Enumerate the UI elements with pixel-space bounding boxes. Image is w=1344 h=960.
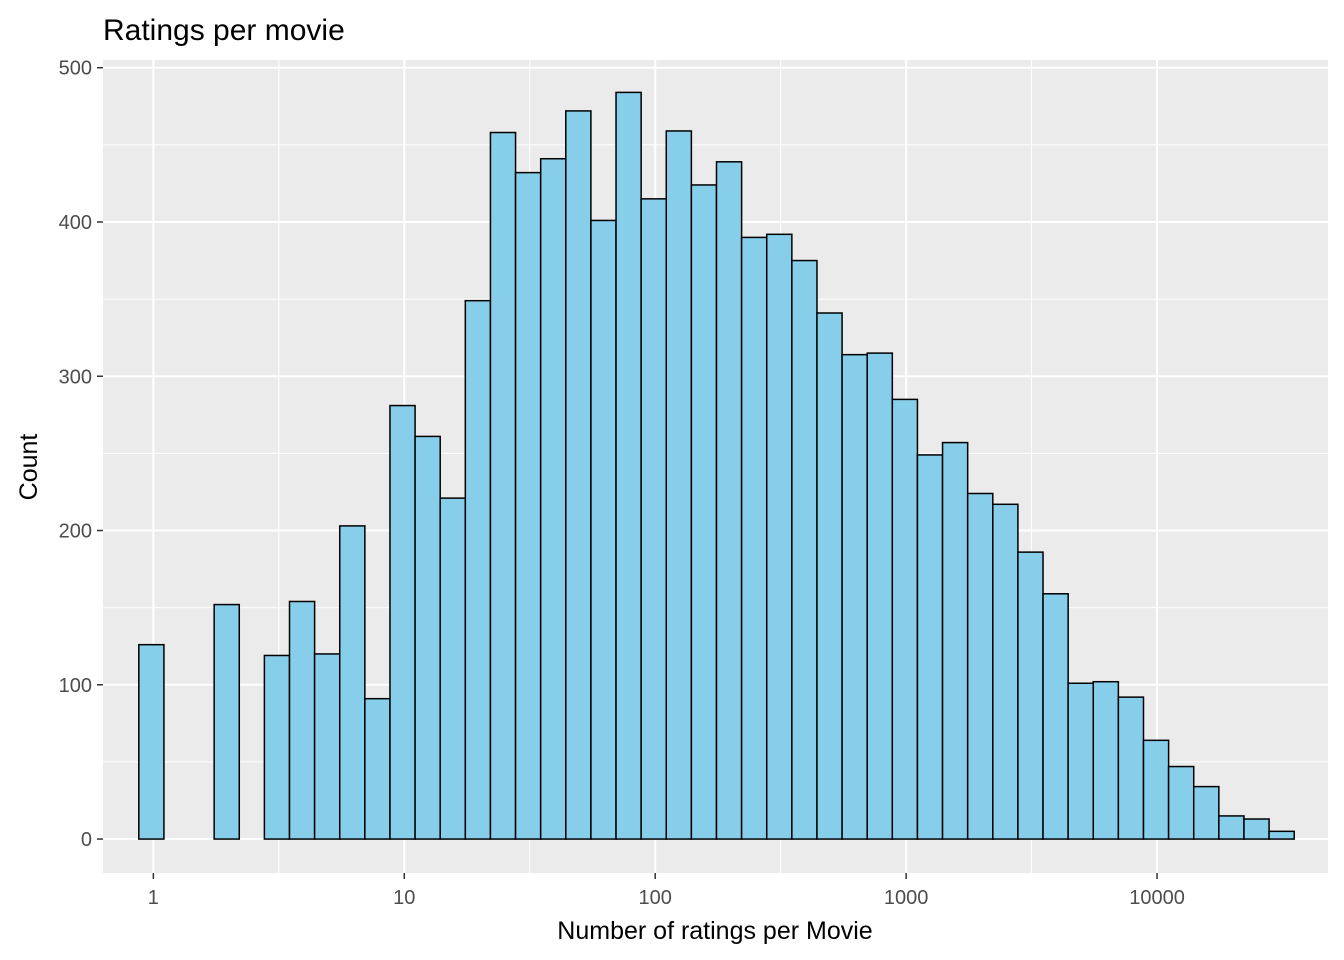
histogram-bar xyxy=(640,198,668,840)
histogram-bar xyxy=(816,312,843,840)
histogram-bar xyxy=(439,497,467,840)
y-tick-label: 500 xyxy=(59,58,92,80)
histogram-bar xyxy=(514,171,542,840)
histogram-bar xyxy=(690,184,718,840)
histogram-bars xyxy=(138,91,1295,840)
y-tick-label: 200 xyxy=(59,521,92,543)
histogram-bar xyxy=(941,441,969,840)
histogram-bar xyxy=(565,110,592,840)
y-tick-label: 100 xyxy=(59,675,92,697)
y-axis-title: Count xyxy=(15,434,43,501)
histogram-bar xyxy=(1067,682,1095,840)
histogram-bar xyxy=(389,404,416,840)
x-tick-label: 1000 xyxy=(884,887,929,909)
y-tick-label: 400 xyxy=(59,212,92,234)
histogram-bar xyxy=(338,525,366,840)
histogram-bar xyxy=(263,654,291,840)
histogram-bar xyxy=(1192,785,1220,840)
histogram-bar xyxy=(791,259,818,840)
histogram-bar xyxy=(916,454,944,840)
histogram-bar xyxy=(539,157,567,840)
histogram-bar xyxy=(891,398,919,840)
histogram-bar xyxy=(1092,680,1120,840)
histogram-bar xyxy=(715,161,743,840)
histogram-bar xyxy=(966,492,994,840)
histogram-bar xyxy=(1142,739,1170,840)
x-tick-label: 10 xyxy=(393,887,415,909)
histogram-bar xyxy=(615,91,642,840)
histogram-bar xyxy=(464,299,492,840)
histogram-bar xyxy=(414,435,441,840)
histogram-bar xyxy=(1042,593,1069,840)
y-tick-label: 0 xyxy=(81,829,92,851)
histogram-bar xyxy=(866,352,894,840)
histogram-bar xyxy=(1167,765,1195,840)
x-tick-label: 1 xyxy=(148,887,159,909)
chart-title: Ratings per movie xyxy=(103,14,345,47)
histogram-bar xyxy=(590,219,617,840)
x-axis: 1 10 100 1000 10000 xyxy=(148,873,1185,909)
histogram-bar xyxy=(992,503,1019,840)
histogram-bar xyxy=(364,697,391,840)
histogram-bar xyxy=(841,353,868,840)
y-tick-label: 300 xyxy=(59,366,92,388)
histogram-bar xyxy=(1243,818,1270,840)
histogram-bar xyxy=(1218,815,1245,840)
x-tick-label: 100 xyxy=(639,887,672,909)
histogram-bar xyxy=(765,233,793,840)
histogram-bar xyxy=(665,130,693,840)
histogram-bar xyxy=(138,643,165,840)
histogram-bar xyxy=(1017,551,1044,840)
x-axis-title: Number of ratings per Movie xyxy=(557,917,872,945)
x-tick-label: 10000 xyxy=(1129,887,1185,909)
histogram-bar xyxy=(1117,696,1145,840)
histogram-bar xyxy=(288,600,316,840)
histogram-bar xyxy=(313,653,341,840)
histogram-bar xyxy=(740,236,768,840)
histogram-bar xyxy=(213,603,241,840)
y-axis: 0 100 200 300 400 500 xyxy=(59,58,103,851)
histogram-bar xyxy=(489,131,517,840)
histogram-bar xyxy=(1268,830,1295,840)
